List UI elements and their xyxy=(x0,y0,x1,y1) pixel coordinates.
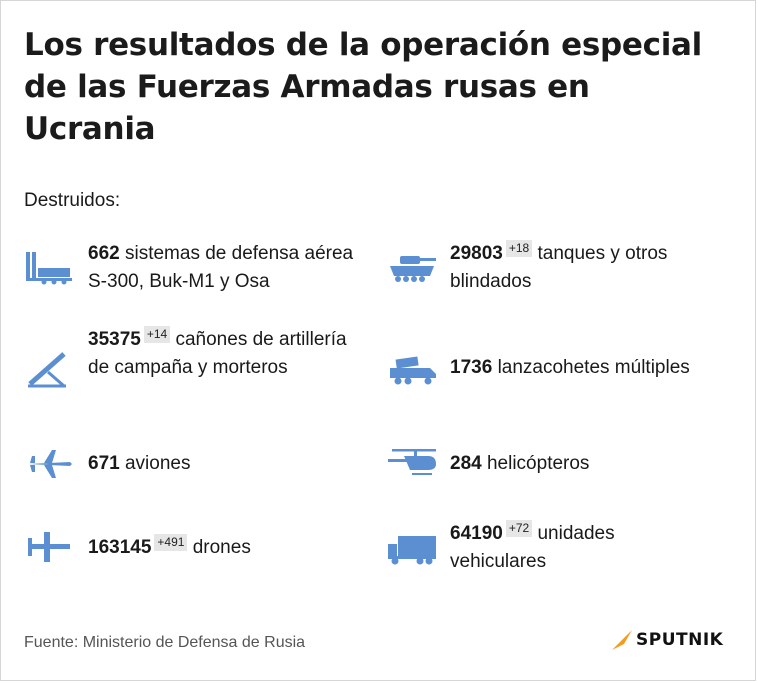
stat-text: 671 aviones xyxy=(88,450,348,478)
truck-icon xyxy=(388,536,436,565)
stat-number: 29803 xyxy=(450,243,503,264)
stat-description: cañones de artillería de campaña y morte… xyxy=(88,329,347,378)
stat-text: 284 helicópteros xyxy=(450,450,740,478)
stat-text: 29803 +18 tanques y otros blindados xyxy=(450,240,735,296)
stat-text: 64190 +72 unidades vehiculares xyxy=(450,520,700,576)
delta-badge: +18 xyxy=(505,240,533,257)
stat-text: 1736 lanzacohetes múltiples xyxy=(450,354,740,382)
stat-number: 284 xyxy=(450,453,482,474)
stat-number: 671 xyxy=(88,453,120,474)
stat-item-tanks: 29803 +18 tanques y otros blindados xyxy=(386,240,736,300)
stat-item-helicopters: 284 helicópteros xyxy=(386,449,736,490)
stat-item-drones: 163145 +491 drones xyxy=(24,532,354,574)
artillery-icon xyxy=(28,352,66,388)
delta-badge: +491 xyxy=(154,534,188,551)
sam-launcher-icon xyxy=(26,252,72,285)
stat-description: sistemas de defensa aérea S-300, Buk-M1 … xyxy=(88,243,354,292)
stat-description: drones xyxy=(192,537,251,558)
stat-item-mlrs: 1736 lanzacohetes múltiples xyxy=(386,354,736,394)
rocket-launcher-truck-icon xyxy=(390,356,436,385)
airplane-icon xyxy=(28,450,72,478)
stat-item-planes: 671 aviones xyxy=(24,450,354,490)
section-label: Destruidos: xyxy=(24,190,121,211)
stat-text: 163145 +491 drones xyxy=(88,534,348,562)
stat-item-artillery: 35375 +14 cañones de artillería de campañ… xyxy=(24,326,354,416)
tank-icon xyxy=(390,256,436,282)
stat-number: 163145 xyxy=(88,537,152,558)
stat-description: unidades vehiculares xyxy=(450,523,615,572)
page-title: Los resultados de la operación especial … xyxy=(24,27,702,147)
stat-item-air-defense: 662 sistemas de defensa aérea S-300, Buk… xyxy=(24,240,354,300)
stat-description: helicópteros xyxy=(486,453,590,474)
drone-icon xyxy=(28,532,70,562)
stat-number: 64190 xyxy=(450,523,503,544)
stat-text: 35375 +14 cañones de artillería de campañ… xyxy=(88,326,348,382)
stat-number: 662 xyxy=(88,243,120,264)
stat-number: 35375 xyxy=(88,329,141,350)
delta-badge: +72 xyxy=(505,520,533,537)
helicopter-icon xyxy=(388,449,436,475)
stat-number: 1736 xyxy=(450,357,493,378)
stat-text: 662 sistemas de defensa aérea S-300, Buk… xyxy=(88,240,363,296)
brand-wordmark: SPUTNIK xyxy=(636,630,724,650)
delta-badge: +14 xyxy=(143,326,171,343)
stat-description: tanques y otros blindados xyxy=(450,243,668,292)
stat-item-vehicles: 64190 +72 unidades vehiculares xyxy=(386,520,736,580)
stat-description: aviones xyxy=(124,453,191,474)
source-note: Fuente: Ministerio de Defensa de Rusia xyxy=(24,634,306,651)
stat-description: lanzacohetes múltiples xyxy=(497,357,690,378)
sputnik-logo-icon xyxy=(612,630,632,650)
